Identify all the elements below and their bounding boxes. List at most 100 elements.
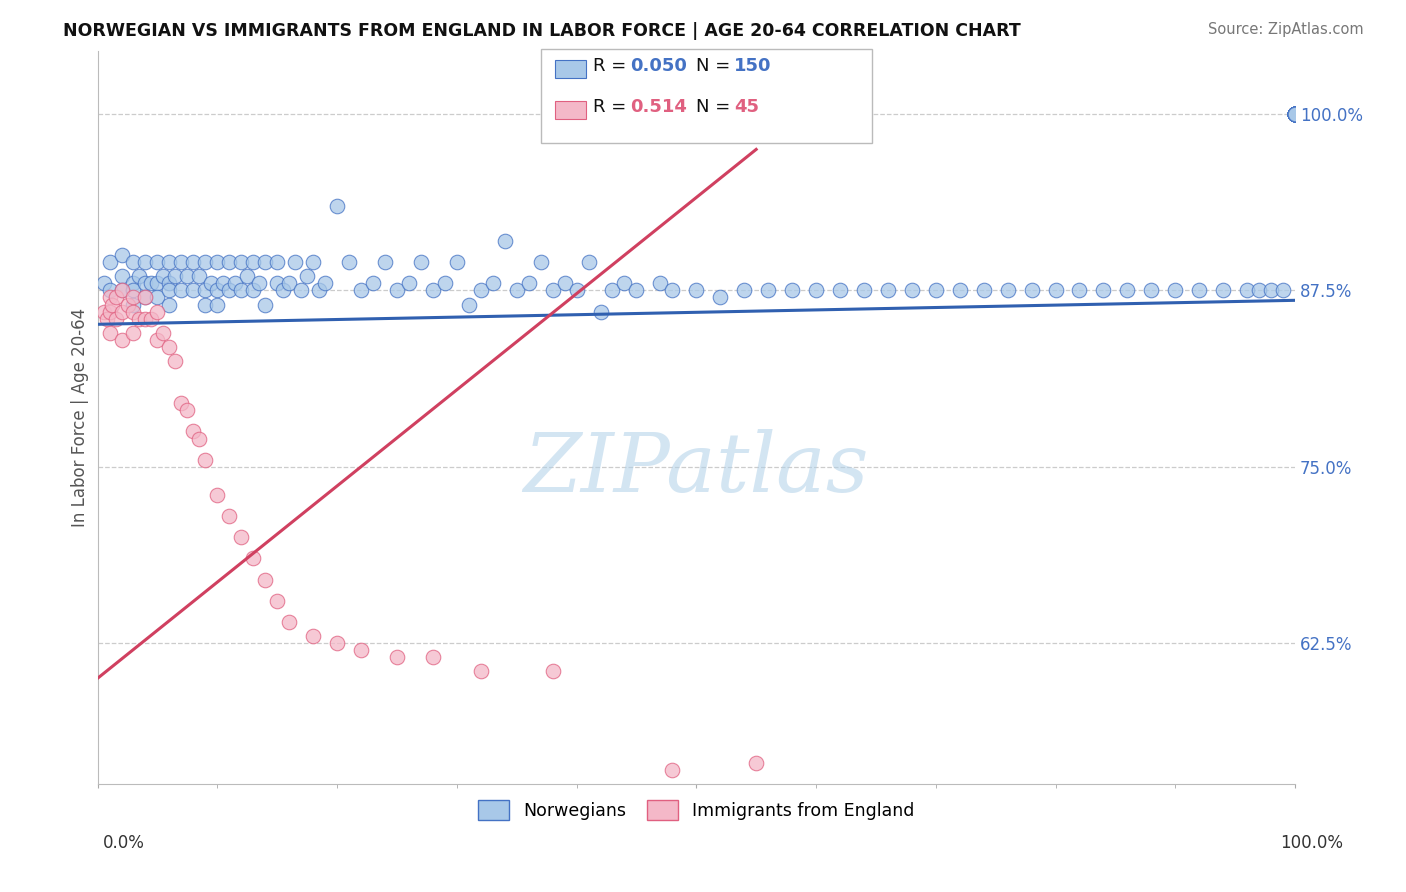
Point — [1284, 107, 1306, 121]
Point — [517, 277, 540, 291]
Point — [170, 255, 193, 269]
Point — [374, 255, 396, 269]
Point — [661, 284, 683, 298]
Point — [1284, 107, 1306, 121]
Point — [350, 284, 373, 298]
Point — [128, 269, 150, 284]
Point — [122, 291, 145, 305]
Point — [973, 284, 995, 298]
Point — [134, 277, 156, 291]
Point — [422, 650, 444, 665]
Point — [110, 269, 132, 284]
Point — [350, 643, 373, 657]
Point — [165, 354, 187, 368]
Point — [110, 284, 132, 298]
Point — [98, 255, 121, 269]
Point — [110, 248, 132, 262]
Point — [385, 650, 408, 665]
Text: 0.050: 0.050 — [630, 57, 686, 75]
Point — [1284, 107, 1306, 121]
Point — [1284, 107, 1306, 121]
Point — [1284, 107, 1306, 121]
Point — [207, 297, 229, 311]
Point — [314, 277, 336, 291]
Point — [925, 284, 948, 298]
Point — [146, 255, 169, 269]
Point — [589, 304, 612, 318]
Point — [110, 284, 132, 298]
Point — [117, 297, 139, 311]
Point — [565, 284, 588, 298]
Point — [122, 277, 145, 291]
Point — [134, 291, 156, 305]
Point — [194, 452, 217, 467]
Point — [530, 255, 553, 269]
Point — [207, 488, 229, 502]
Point — [804, 284, 827, 298]
Point — [170, 284, 193, 298]
Point — [1284, 107, 1306, 121]
Point — [1188, 284, 1211, 298]
Point — [157, 340, 180, 354]
Text: 0.0%: 0.0% — [103, 834, 145, 852]
Point — [278, 277, 301, 291]
Point — [1045, 284, 1067, 298]
Point — [157, 297, 180, 311]
Point — [1284, 107, 1306, 121]
Point — [1284, 107, 1306, 121]
Point — [207, 255, 229, 269]
Text: ZIPatlas: ZIPatlas — [523, 429, 869, 508]
Point — [128, 311, 150, 326]
Point — [1284, 107, 1306, 121]
Point — [446, 255, 468, 269]
Point — [457, 297, 479, 311]
Point — [1284, 107, 1306, 121]
Point — [1092, 284, 1115, 298]
Point — [183, 425, 205, 439]
Text: NORWEGIAN VS IMMIGRANTS FROM ENGLAND IN LABOR FORCE | AGE 20-64 CORRELATION CHAR: NORWEGIAN VS IMMIGRANTS FROM ENGLAND IN … — [63, 22, 1021, 40]
Point — [224, 277, 246, 291]
Y-axis label: In Labor Force | Age 20-64: In Labor Force | Age 20-64 — [72, 308, 89, 527]
Point — [254, 255, 277, 269]
Text: R =: R = — [593, 57, 633, 75]
Point — [302, 255, 325, 269]
Text: Source: ZipAtlas.com: Source: ZipAtlas.com — [1208, 22, 1364, 37]
Point — [134, 311, 156, 326]
Point — [876, 284, 898, 298]
Point — [1284, 107, 1306, 121]
Point — [295, 269, 318, 284]
Point — [1284, 107, 1306, 121]
Point — [104, 291, 127, 305]
Point — [157, 277, 180, 291]
Point — [98, 326, 121, 340]
Point — [165, 269, 187, 284]
Point — [1284, 107, 1306, 121]
Point — [554, 277, 576, 291]
Point — [188, 269, 211, 284]
Point — [290, 284, 312, 298]
Point — [1164, 284, 1187, 298]
Point — [422, 284, 444, 298]
Point — [152, 269, 174, 284]
Point — [505, 284, 527, 298]
Point — [266, 593, 288, 607]
Point — [1284, 107, 1306, 121]
Point — [194, 297, 217, 311]
Point — [98, 304, 121, 318]
Point — [385, 284, 408, 298]
Point — [302, 629, 325, 643]
Text: N =: N = — [696, 57, 735, 75]
Point — [1069, 284, 1091, 298]
Point — [236, 269, 259, 284]
Point — [578, 255, 600, 269]
Point — [101, 297, 124, 311]
Point — [1284, 107, 1306, 121]
Point — [361, 277, 384, 291]
Point — [266, 255, 288, 269]
Point — [207, 284, 229, 298]
Point — [828, 284, 851, 298]
Point — [254, 573, 277, 587]
Point — [1249, 284, 1271, 298]
Point — [254, 297, 277, 311]
Point — [949, 284, 972, 298]
